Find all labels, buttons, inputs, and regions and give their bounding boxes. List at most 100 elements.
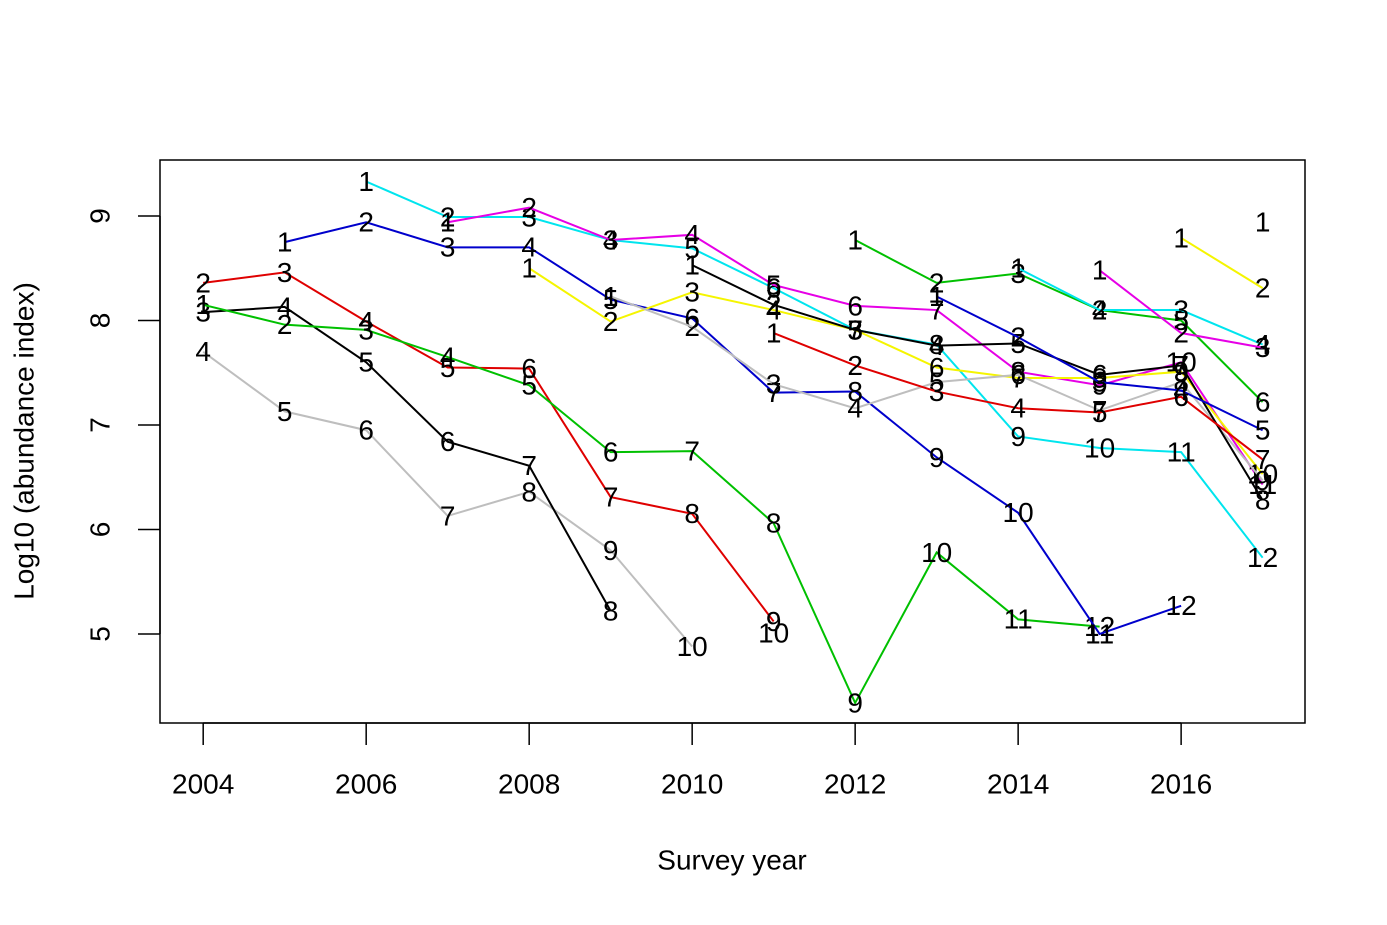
age-label: 9	[766, 606, 782, 637]
age-label: 5	[521, 370, 537, 401]
age-label: 10	[1003, 497, 1034, 528]
cohort-line	[610, 295, 1264, 482]
age-label: 1	[277, 227, 293, 258]
age-label: 1	[195, 289, 211, 320]
x-tick-label: 2008	[498, 768, 560, 799]
cohort-line	[936, 295, 1264, 432]
age-label: 2	[277, 309, 293, 340]
age-label: 5	[440, 352, 456, 383]
cohort-line	[854, 239, 1264, 403]
age-label: 2	[195, 267, 211, 298]
age-label: 7	[684, 436, 700, 467]
x-tick-label: 2010	[661, 768, 723, 799]
age-label: 8	[847, 376, 863, 407]
cohort-line	[528, 267, 1264, 475]
age-label: 3	[1173, 294, 1189, 325]
y-tick-label: 8	[84, 313, 115, 329]
age-label: 5	[766, 269, 782, 300]
age-label: 1	[358, 166, 374, 197]
age-label: 12	[1084, 611, 1115, 642]
age-label: 3	[929, 376, 945, 407]
age-label: 3	[603, 224, 619, 255]
age-label: 1	[1173, 222, 1189, 253]
cohort-line	[202, 351, 693, 648]
cohort-line	[447, 206, 1264, 486]
age-label: 7	[521, 450, 537, 481]
age-label: 6	[603, 437, 619, 468]
age-label: 1	[929, 281, 945, 312]
x-tick-label: 2006	[335, 768, 397, 799]
y-tick-label: 7	[84, 417, 115, 433]
age-label: 6	[521, 353, 537, 384]
y-axis-label: Log10 (abundance index)	[8, 282, 39, 600]
age-label: 3	[277, 257, 293, 288]
age-label: 10	[1084, 432, 1115, 463]
age-label: 7	[1092, 395, 1108, 426]
age-label: 7	[603, 481, 619, 512]
age-label: 1	[1092, 255, 1108, 286]
y-tick-label: 6	[84, 522, 115, 538]
age-label: 4	[1255, 329, 1271, 360]
age-label: 9	[847, 687, 863, 718]
age-label: 6	[1010, 359, 1026, 390]
age-label: 4	[847, 393, 863, 424]
age-label: 2	[1092, 294, 1108, 325]
age-label: 10	[677, 631, 708, 662]
age-label: 7	[440, 500, 456, 531]
age-label: 8	[684, 498, 700, 529]
age-label: 6	[847, 290, 863, 321]
age-label: 8	[603, 595, 619, 626]
age-label: 5	[603, 284, 619, 315]
age-label: 3	[766, 369, 782, 400]
cohort-line	[203, 307, 773, 633]
age-label: 2	[1173, 317, 1189, 348]
age-label: 8	[1092, 362, 1108, 393]
age-label: 4	[440, 341, 456, 372]
age-label: 1	[521, 253, 537, 284]
age-label: 8	[521, 476, 537, 507]
age-label: 6	[766, 272, 782, 303]
y-tick-label: 9	[84, 208, 115, 224]
age-label: 5	[1255, 415, 1271, 446]
age-label: 3	[1010, 258, 1026, 289]
age-label: 4	[684, 219, 700, 250]
age-label: 2	[1010, 322, 1026, 353]
age-label: 7	[1010, 362, 1026, 393]
cohort-line	[1099, 269, 1263, 349]
age-label: 7	[1173, 350, 1189, 381]
age-label: 9	[929, 442, 945, 473]
age-label: 2	[847, 350, 863, 381]
age-label: 1	[684, 250, 700, 281]
y-tick-label: 5	[84, 626, 115, 642]
age-label: 9	[1010, 421, 1026, 452]
age-label: 4	[277, 291, 293, 322]
cohort-line	[691, 264, 1264, 501]
cohort-line	[203, 271, 775, 623]
cohort-line	[1180, 237, 1264, 289]
age-label: 1	[1010, 253, 1026, 284]
age-label: 2	[684, 311, 700, 342]
age-label: 6	[358, 415, 374, 446]
age-label: 3	[847, 314, 863, 345]
age-label: 5	[684, 233, 700, 264]
age-label: 12	[1166, 590, 1197, 621]
age-label: 6	[1255, 386, 1271, 417]
age-label: 3	[358, 314, 374, 345]
age-label: 2	[603, 306, 619, 337]
age-label: 11	[1004, 604, 1033, 635]
age-label: 11	[1085, 618, 1114, 649]
age-label: 9	[603, 535, 619, 566]
age-label: 5	[358, 347, 374, 378]
age-label: 3	[1092, 367, 1108, 398]
age-label: 9	[1255, 465, 1271, 496]
age-label: 2	[929, 267, 945, 298]
age-label: 2	[521, 192, 537, 223]
age-label: 3	[440, 232, 456, 263]
age-label: 1	[603, 281, 619, 312]
age-label: 4	[1010, 393, 1026, 424]
age-label: 6	[929, 352, 945, 383]
cohort-line	[365, 180, 1264, 559]
cohort-line	[773, 332, 1264, 461]
x-tick-label: 2004	[172, 768, 234, 799]
